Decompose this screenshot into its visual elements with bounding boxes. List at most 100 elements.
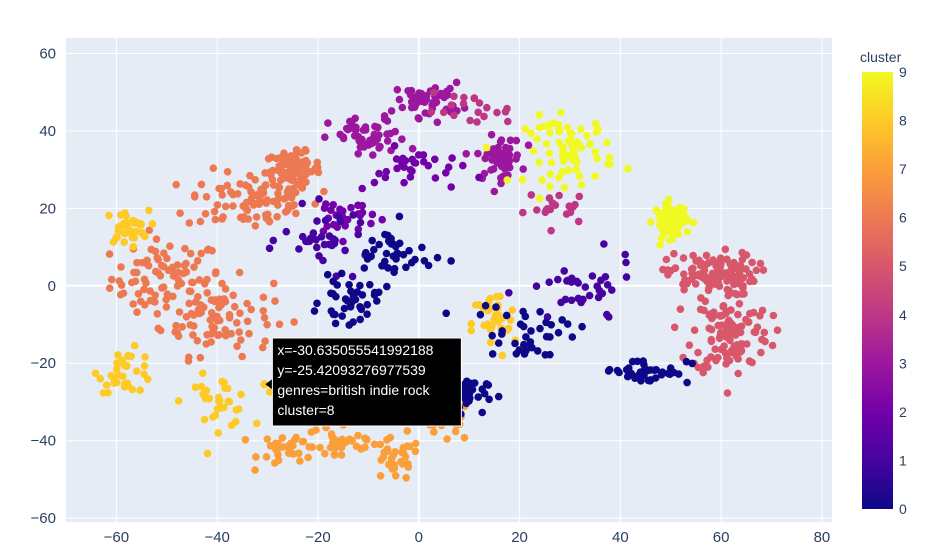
- data-point[interactable]: [555, 127, 564, 136]
- data-point[interactable]: [572, 165, 580, 174]
- data-point[interactable]: [732, 279, 740, 288]
- data-point[interactable]: [683, 228, 692, 236]
- data-point[interactable]: [745, 270, 754, 278]
- data-point[interactable]: [191, 383, 200, 392]
- data-point[interactable]: [427, 108, 436, 116]
- data-point[interactable]: [324, 119, 332, 127]
- data-point[interactable]: [622, 273, 631, 281]
- data-point[interactable]: [662, 255, 671, 264]
- data-point[interactable]: [442, 87, 451, 96]
- data-point[interactable]: [403, 427, 412, 435]
- data-point[interactable]: [702, 251, 711, 260]
- data-point[interactable]: [676, 305, 685, 314]
- data-point[interactable]: [586, 140, 594, 148]
- data-point[interactable]: [519, 307, 527, 316]
- data-point[interactable]: [605, 153, 614, 162]
- data-point[interactable]: [566, 208, 575, 217]
- data-point[interactable]: [251, 176, 259, 184]
- data-point[interactable]: [743, 340, 751, 348]
- data-point[interactable]: [399, 250, 408, 259]
- data-point[interactable]: [331, 319, 340, 328]
- data-point[interactable]: [505, 157, 514, 165]
- data-point[interactable]: [547, 226, 555, 235]
- data-point[interactable]: [535, 194, 544, 203]
- data-point[interactable]: [591, 172, 599, 180]
- data-point[interactable]: [474, 149, 482, 158]
- data-point[interactable]: [410, 158, 419, 167]
- data-point[interactable]: [130, 219, 138, 227]
- data-point[interactable]: [255, 193, 264, 202]
- data-point[interactable]: [358, 444, 366, 453]
- data-point[interactable]: [390, 142, 399, 150]
- data-point[interactable]: [682, 357, 691, 366]
- data-point[interactable]: [541, 351, 550, 359]
- data-point[interactable]: [501, 108, 510, 116]
- data-point[interactable]: [207, 296, 216, 304]
- data-point[interactable]: [752, 266, 761, 275]
- data-point[interactable]: [467, 326, 476, 335]
- data-point[interactable]: [235, 328, 243, 336]
- data-point[interactable]: [246, 171, 254, 180]
- data-point[interactable]: [363, 255, 372, 263]
- data-point[interactable]: [303, 168, 312, 176]
- data-point[interactable]: [140, 275, 149, 284]
- data-point[interactable]: [389, 240, 397, 248]
- data-point[interactable]: [377, 456, 386, 464]
- data-point[interactable]: [460, 388, 468, 397]
- data-point[interactable]: [195, 309, 204, 318]
- data-point[interactable]: [691, 280, 700, 288]
- data-point[interactable]: [130, 268, 138, 277]
- data-point[interactable]: [398, 460, 407, 468]
- data-point[interactable]: [352, 126, 360, 134]
- data-point[interactable]: [218, 279, 226, 288]
- data-point[interactable]: [323, 270, 332, 279]
- data-point[interactable]: [723, 389, 732, 397]
- data-point[interactable]: [308, 443, 317, 451]
- data-point[interactable]: [337, 269, 346, 278]
- data-point[interactable]: [229, 190, 237, 199]
- data-point[interactable]: [336, 205, 344, 214]
- data-point[interactable]: [557, 108, 565, 117]
- data-point[interactable]: [278, 434, 287, 442]
- data-point[interactable]: [225, 311, 234, 319]
- data-point[interactable]: [720, 342, 728, 350]
- data-point[interactable]: [447, 101, 456, 109]
- data-point[interactable]: [139, 230, 147, 238]
- data-point[interactable]: [622, 258, 630, 267]
- data-point[interactable]: [467, 320, 476, 328]
- data-point[interactable]: [450, 111, 458, 120]
- data-point[interactable]: [221, 202, 230, 211]
- data-point[interactable]: [431, 155, 439, 164]
- data-point[interactable]: [621, 250, 629, 259]
- data-point[interactable]: [370, 178, 379, 187]
- data-point[interactable]: [261, 337, 269, 346]
- data-point[interactable]: [218, 215, 226, 223]
- data-point[interactable]: [236, 309, 244, 318]
- data-point[interactable]: [309, 229, 318, 237]
- data-point[interactable]: [613, 366, 622, 375]
- data-point[interactable]: [512, 136, 521, 145]
- data-point[interactable]: [172, 180, 180, 189]
- data-point[interactable]: [323, 222, 332, 230]
- data-point[interactable]: [565, 202, 573, 210]
- data-point[interactable]: [136, 386, 144, 395]
- data-point[interactable]: [400, 178, 408, 187]
- data-point[interactable]: [215, 393, 223, 402]
- data-point[interactable]: [726, 260, 734, 268]
- data-point[interactable]: [133, 258, 141, 267]
- data-point[interactable]: [242, 198, 251, 207]
- data-point[interactable]: [658, 368, 667, 377]
- data-point[interactable]: [494, 392, 503, 401]
- data-point[interactable]: [294, 449, 303, 458]
- data-point[interactable]: [215, 184, 223, 193]
- data-point[interactable]: [492, 303, 500, 311]
- data-point[interactable]: [107, 275, 116, 284]
- data-point[interactable]: [721, 245, 730, 254]
- data-point[interactable]: [184, 357, 193, 365]
- data-point[interactable]: [104, 389, 112, 397]
- data-point[interactable]: [356, 281, 364, 290]
- data-point[interactable]: [214, 331, 222, 340]
- data-point[interactable]: [391, 472, 400, 480]
- data-point[interactable]: [383, 436, 391, 444]
- data-point[interactable]: [459, 161, 467, 170]
